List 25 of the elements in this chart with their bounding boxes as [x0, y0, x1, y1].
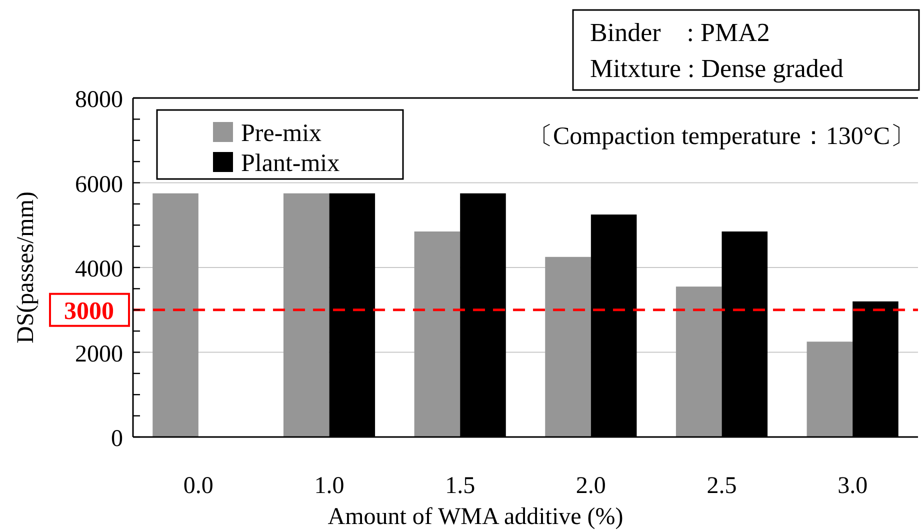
text: Mitxture : Dense graded: [590, 54, 844, 83]
text: Binder : PMA2: [590, 18, 770, 47]
y-tick-label: 8000: [75, 87, 123, 113]
ref-line-label: 3000: [64, 298, 114, 325]
x-tick-label: 1.0: [314, 473, 344, 499]
x-tick-label: 0.0: [183, 473, 214, 499]
bar: [414, 231, 460, 437]
x-tick-label: 2.5: [706, 473, 737, 499]
legend-label: Plant-mix: [241, 150, 340, 177]
bar: [676, 286, 722, 437]
x-tick-label: 3.0: [838, 473, 868, 499]
y-tick-label: 4000: [75, 256, 123, 282]
bar: [152, 193, 198, 437]
bar: [545, 256, 591, 437]
y-tick-label: 2000: [75, 341, 123, 368]
x-tick-label: 2.0: [576, 473, 606, 499]
bar: [806, 342, 853, 437]
annotation: 〔Compaction temperature：130°C〕: [528, 123, 915, 150]
legend-label: Pre-mix: [241, 120, 322, 147]
y-tick-label: 0: [111, 426, 123, 452]
x-axis-title: Amount of WMA additive (%): [328, 504, 624, 530]
bar: [283, 193, 330, 437]
y-tick-label: 6000: [75, 172, 123, 198]
y-axis-title: DS(passes/mm): [13, 192, 39, 344]
x-tick-label: 1.5: [445, 473, 476, 499]
